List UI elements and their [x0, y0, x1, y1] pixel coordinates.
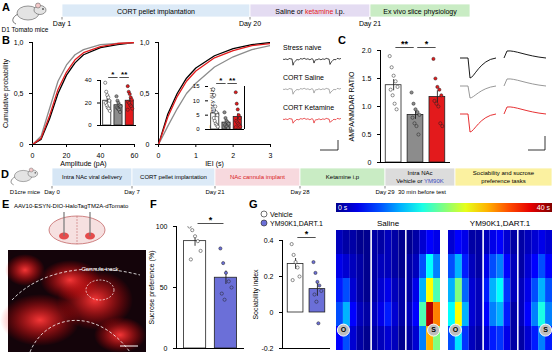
svg-text:CORT Ketamine: CORT Ketamine — [283, 104, 334, 111]
svg-text:0: 0 — [270, 309, 274, 316]
svg-text:CORT pellet implantation: CORT pellet implantation — [117, 7, 195, 15]
svg-text:0: 0 — [157, 152, 161, 159]
svg-text:D: D — [1, 168, 9, 180]
svg-text:D1 Tomato mice: D1 Tomato mice — [2, 26, 49, 33]
svg-text:0: 0 — [146, 141, 150, 148]
svg-text:Ketamine i.p: Ketamine i.p — [326, 174, 360, 180]
svg-text:50: 50 — [160, 284, 168, 291]
svg-text:1: 1 — [194, 152, 198, 159]
svg-text:0: 0 — [20, 141, 24, 148]
svg-text:CORT Saline: CORT Saline — [283, 74, 324, 81]
svg-text:Cumulative probability: Cumulative probability — [2, 59, 10, 128]
svg-text:1,0: 1,0 — [140, 39, 150, 46]
svg-text:2.0: 2.0 — [362, 47, 372, 54]
svg-text:S: S — [543, 326, 548, 333]
svg-text:Day 20: Day 20 — [239, 20, 261, 28]
svg-text:Ex vivo slice physiology: Ex vivo slice physiology — [383, 7, 457, 15]
svg-text:0: 0 — [88, 122, 92, 128]
svg-text:**: ** — [229, 76, 236, 85]
svg-text:40: 40 — [85, 77, 92, 83]
svg-text:Sociability index: Sociability index — [252, 269, 260, 320]
svg-text:Day 7: Day 7 — [124, 189, 140, 195]
svg-text:20: 20 — [63, 152, 71, 159]
svg-text:Sociability and sucrose: Sociability and sucrose — [473, 170, 535, 176]
svg-text:Vehicle: Vehicle — [270, 211, 293, 218]
svg-text:Amplitude (pA): Amplitude (pA) — [60, 160, 106, 168]
svg-text:C: C — [338, 34, 346, 46]
svg-text:*: * — [209, 215, 213, 225]
svg-text:Frequency (Hz): Frequency (Hz) — [208, 87, 215, 129]
svg-text:0,5: 0,5 — [14, 90, 24, 97]
svg-text:1.0: 1.0 — [362, 103, 372, 110]
svg-text:S: S — [431, 326, 436, 333]
svg-text:B: B — [2, 34, 10, 46]
svg-text:Intra NAc: Intra NAc — [407, 170, 432, 176]
svg-text:0: 0 — [164, 345, 168, 352]
svg-text:10: 10 — [193, 98, 200, 104]
svg-text:*: * — [425, 39, 429, 49]
svg-text:Saline: Saline — [377, 219, 400, 228]
svg-text:1.5: 1.5 — [362, 75, 372, 82]
svg-text:Day 28: Day 28 — [290, 189, 310, 195]
svg-text:NAc cannula implant: NAc cannula implant — [230, 174, 285, 180]
svg-text:0: 0 — [196, 126, 200, 132]
svg-text:0.4: 0.4 — [264, 237, 274, 244]
svg-text:O: O — [453, 326, 459, 333]
svg-text:YM90K1,DART.1: YM90K1,DART.1 — [270, 220, 323, 227]
svg-text:Day 0: Day 0 — [44, 189, 60, 195]
svg-text:*: * — [305, 229, 309, 239]
svg-text:Day 1: Day 1 — [53, 20, 71, 28]
svg-text:Day 21: Day 21 — [205, 189, 225, 195]
svg-text:IEI (s): IEI (s) — [205, 160, 224, 168]
svg-text:0: 0 — [368, 159, 372, 166]
svg-text:G: G — [249, 198, 258, 210]
svg-text:15: 15 — [193, 83, 200, 89]
svg-text:CORT pellet implantation: CORT pellet implantation — [140, 174, 207, 180]
svg-text:0.5: 0.5 — [362, 131, 372, 138]
svg-text:E: E — [2, 198, 9, 210]
svg-text:*: * — [219, 76, 223, 85]
svg-text:F: F — [150, 198, 157, 210]
svg-text:*: * — [111, 70, 115, 79]
svg-text:Day 29: Day 29 — [375, 189, 395, 195]
svg-text:40 s: 40 s — [537, 204, 551, 211]
svg-text:O: O — [341, 326, 347, 333]
svg-text:40: 40 — [97, 152, 105, 159]
svg-text:Cannula track: Cannula track — [81, 266, 119, 272]
svg-text:Sucrose preference (%): Sucrose preference (%) — [148, 251, 156, 325]
svg-text:Day 21: Day 21 — [359, 20, 381, 28]
svg-text:**: ** — [121, 70, 128, 79]
svg-text:preference tasks: preference tasks — [481, 178, 525, 184]
svg-text:0: 0 — [31, 152, 35, 159]
svg-text:0.2: 0.2 — [264, 273, 274, 280]
svg-text:AMPA/NMDAR RATIO: AMPA/NMDAR RATIO — [348, 71, 355, 141]
svg-text:30 min before test: 30 min before test — [398, 189, 446, 195]
svg-text:Intra NAc viral delivery: Intra NAc viral delivery — [62, 174, 122, 180]
svg-text:Saline or ketamine i.p.: Saline or ketamine i.p. — [275, 7, 344, 15]
svg-text:D1cre mice: D1cre mice — [10, 189, 41, 195]
svg-text:100: 100 — [156, 223, 168, 230]
svg-text:Stress naive: Stress naive — [283, 44, 322, 51]
svg-text:0 s: 0 s — [338, 204, 348, 211]
svg-text:-0.2: -0.2 — [261, 345, 273, 352]
svg-text:AAV10-ESYN-DIO-HaloTagTM2A-dTo: AAV10-ESYN-DIO-HaloTagTM2A-dTomato — [14, 203, 129, 209]
svg-text:1,0: 1,0 — [14, 39, 24, 46]
svg-text:20: 20 — [85, 100, 92, 106]
svg-text:Vehicle or YM90K: Vehicle or YM90K — [396, 178, 444, 184]
svg-text:**: ** — [401, 39, 409, 49]
svg-text:60: 60 — [131, 152, 139, 159]
svg-text:YM90K1,DART.1: YM90K1,DART.1 — [470, 219, 531, 228]
svg-text:0,5: 0,5 — [140, 90, 150, 97]
svg-text:A: A — [2, 1, 10, 13]
svg-text:3: 3 — [269, 152, 273, 159]
svg-text:5: 5 — [196, 112, 200, 118]
svg-text:2: 2 — [231, 152, 235, 159]
